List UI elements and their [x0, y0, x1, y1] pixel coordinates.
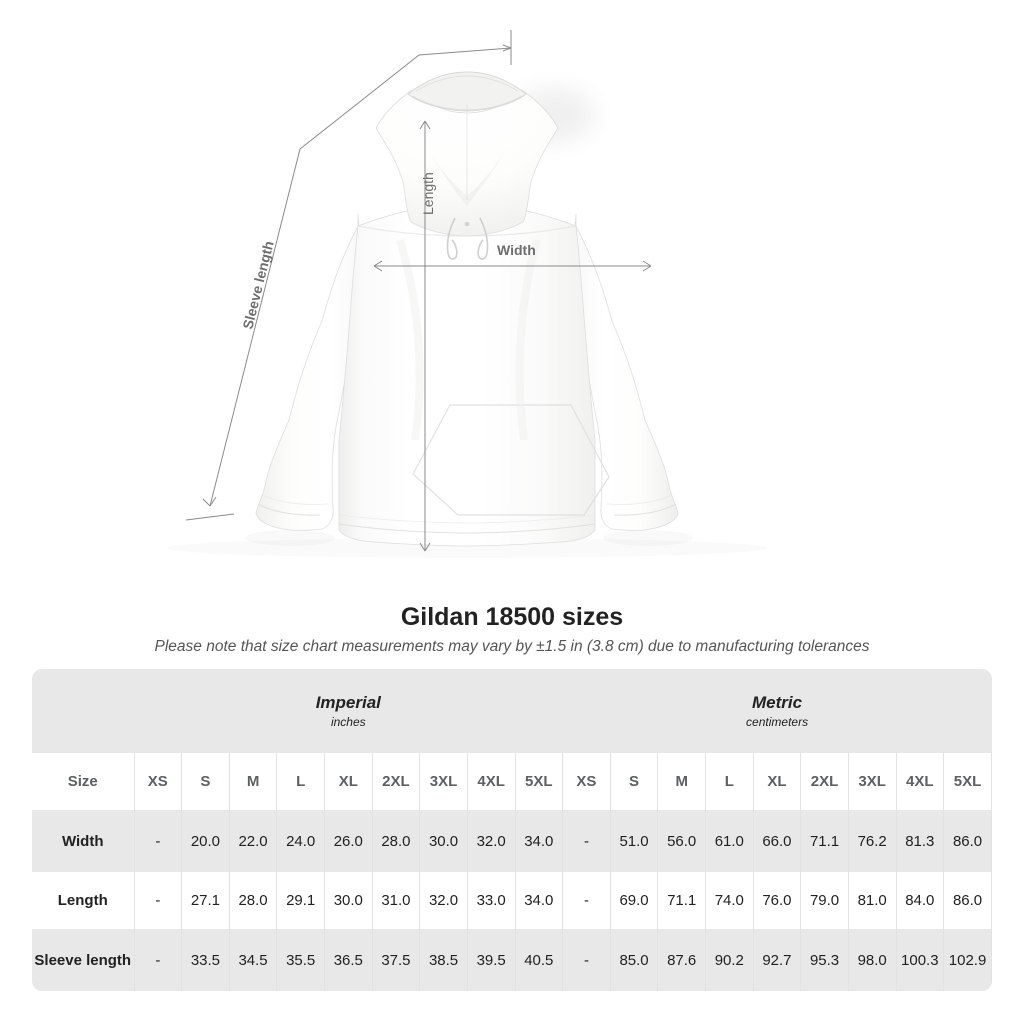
- svg-text:Width: Width: [497, 242, 536, 258]
- svg-text:Length: Length: [420, 172, 436, 215]
- svg-text:Sleeve length: Sleeve length: [239, 239, 276, 330]
